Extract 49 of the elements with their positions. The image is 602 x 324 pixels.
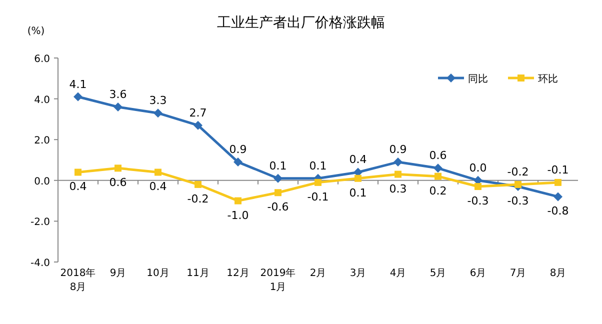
data-label: -0.6 [267,200,289,214]
ytick: 2.0 [34,136,50,147]
legend-label: 环比 [538,74,558,85]
xtick: 2019年 1月 [260,268,296,293]
ytick: -4.0 [30,258,50,269]
xtick: 10月 [146,268,170,279]
data-label: 0.9 [229,143,247,156]
data-label: 0.3 [389,182,407,196]
ytick: -2.0 [30,217,50,228]
data-label: 0.9 [389,143,407,156]
xtick: 3月 [350,268,366,279]
data-label: 3.6 [109,88,127,101]
data-label: -1.0 [227,208,249,222]
data-label: 0.6 [429,149,447,162]
data-label: -0.2 [507,165,529,178]
xtick: 2018年 8月 [60,268,96,293]
xtick: 7月 [510,268,526,279]
data-label: 0.1 [349,186,367,200]
xtick: 4月 [390,268,406,279]
data-label: 2.7 [189,106,207,120]
data-label: -0.3 [507,194,529,208]
ylabel: (%) [27,26,45,37]
title: 工业生产者出厂价格涨跌幅 [217,15,385,31]
data-label: 4.1 [69,78,87,91]
data-label: 0.6 [109,176,127,190]
xtick: 6月 [470,268,486,279]
data-label: 0.1 [269,159,287,172]
data-label: 0.0 [469,161,487,174]
data-label: 3.3 [149,94,167,108]
data-label: -0.2 [187,192,209,206]
ytick: 6.0 [34,54,50,65]
xtick: 5月 [430,268,446,279]
data-label: -0.3 [467,194,489,208]
data-label: -0.1 [307,190,329,204]
xtick: 12月 [226,268,250,279]
data-label: 0.4 [69,180,87,194]
legend-label: 同比 [468,74,488,85]
xtick: 8月 [550,268,566,279]
xtick: 2月 [310,268,326,279]
xtick: 9月 [110,268,126,279]
data-label: 0.1 [309,159,327,172]
data-label: -0.8 [547,204,569,218]
data-label: 0.4 [149,180,167,194]
ytick: 4.0 [34,94,50,106]
data-label: 0.2 [429,184,447,198]
data-label: 0.4 [349,153,367,166]
data-label: -0.1 [547,163,569,176]
xtick: 11月 [186,268,210,279]
ytick: 0.0 [34,176,50,188]
